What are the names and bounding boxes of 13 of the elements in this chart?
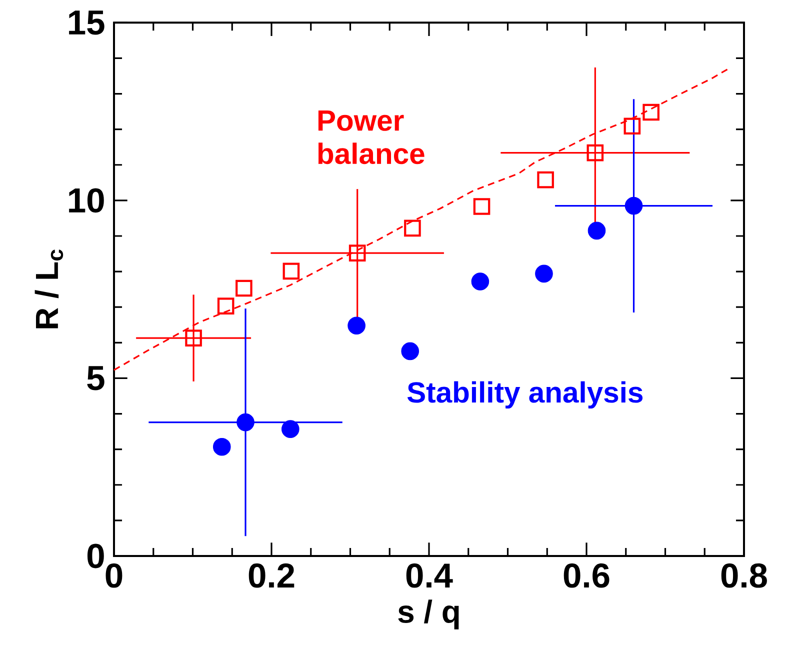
y-tick-label: 5 (87, 366, 104, 390)
y-axis-title: R / L$_{c}$ (34, 250, 64, 328)
x-tick-label: 0.2 (248, 563, 294, 588)
legend-label: Stability analysis (407, 381, 643, 409)
y-tick-label: 10 (69, 188, 104, 213)
x-tick-label: 0.6 (564, 563, 610, 588)
x-tick-label: 0.8 (721, 563, 767, 588)
series-label: Power balance (318, 110, 424, 164)
y-tick-label: 15 (69, 10, 104, 35)
x-tick-label: 0 (106, 563, 122, 588)
x-axis-title: s / q (398, 600, 459, 630)
x-tick-label: 0.4 (406, 563, 453, 588)
y-tick-label: 0 (87, 544, 104, 568)
